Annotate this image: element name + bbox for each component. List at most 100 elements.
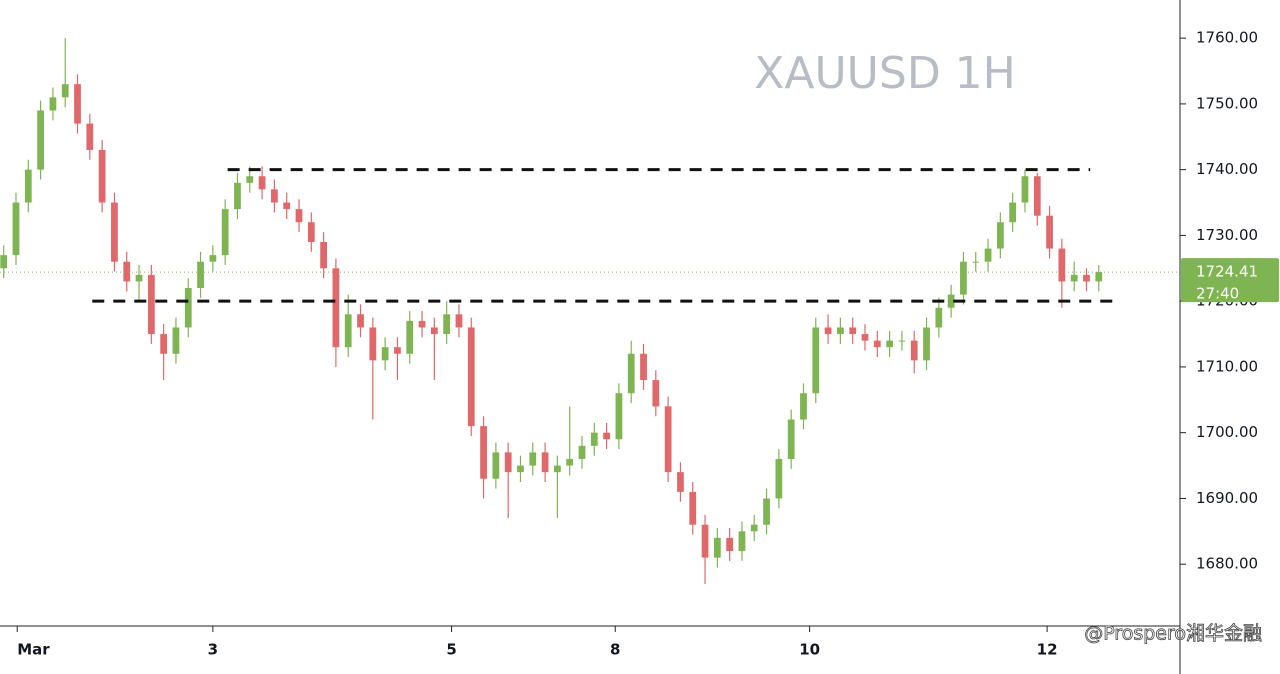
- candle-body: [1033, 176, 1041, 216]
- y-tick-label: 1730.00: [1196, 226, 1258, 244]
- y-tick-label: 1760.00: [1196, 29, 1258, 47]
- candle-body: [750, 524, 758, 532]
- candle-body: [381, 347, 389, 361]
- candle-body: [135, 274, 143, 282]
- candle-body: [332, 268, 340, 348]
- candle-body: [430, 327, 438, 335]
- candle-body: [677, 472, 684, 492]
- candle-body: [837, 327, 844, 335]
- x-tick-label: 8: [610, 641, 620, 659]
- candle-body: [320, 241, 327, 269]
- candle-body: [160, 334, 168, 354]
- candle-body: [996, 222, 1004, 249]
- last-price-box: [1181, 258, 1279, 303]
- candle-body: [886, 340, 893, 348]
- candle-body: [394, 347, 401, 354]
- candle-body: [787, 419, 795, 459]
- last-price-label: 1724.41: [1196, 263, 1258, 281]
- candle-body: [480, 426, 487, 479]
- candle-body: [1021, 176, 1029, 203]
- candle-body: [529, 452, 537, 466]
- candle-body: [615, 393, 623, 440]
- candle-body: [283, 202, 291, 210]
- candle-body: [443, 314, 451, 335]
- candle-body: [12, 202, 20, 256]
- candle-body: [701, 524, 709, 558]
- candle-body: [123, 261, 131, 282]
- candle-body: [1083, 274, 1090, 282]
- candle-body: [492, 452, 500, 479]
- candle-body: [172, 327, 180, 354]
- candle-body: [873, 340, 881, 348]
- candle-body: [640, 353, 647, 381]
- candle-body: [1009, 202, 1017, 223]
- candle-body: [590, 432, 598, 446]
- x-tick-label: 3: [208, 641, 218, 659]
- watermark: @Prospero湘华金融: [1084, 623, 1262, 645]
- candle-body: [541, 452, 549, 473]
- candle-body: [664, 406, 672, 473]
- candle-body: [775, 458, 783, 499]
- candle-body: [800, 393, 807, 420]
- candle-body: [504, 452, 512, 473]
- candle-body: [258, 176, 266, 190]
- y-tick-label: 1750.00: [1196, 94, 1258, 112]
- candle-body: [1046, 215, 1053, 249]
- candle-body: [209, 255, 217, 262]
- y-tick-label: 1690.00: [1196, 489, 1258, 507]
- candle-body: [578, 445, 586, 459]
- candle-body: [812, 327, 820, 394]
- candle-body: [98, 149, 106, 203]
- y-tick-label: 1740.00: [1196, 160, 1258, 178]
- candle-body: [221, 209, 229, 256]
- chart-title: XAUUSD 1H: [754, 48, 1016, 99]
- candle-body: [910, 340, 918, 361]
- candle-body: [923, 327, 930, 361]
- candle-body: [234, 182, 241, 210]
- candle-body: [763, 498, 770, 525]
- candle-body: [406, 320, 414, 354]
- candle-body: [689, 491, 697, 525]
- candle-body: [861, 334, 869, 341]
- candle-body: [455, 314, 463, 328]
- candle-body: [738, 531, 746, 552]
- candle-body: [1058, 248, 1066, 282]
- candle-body: [467, 327, 475, 427]
- candle-body: [369, 327, 377, 361]
- candle-body: [197, 261, 204, 289]
- candle-body: [147, 274, 155, 335]
- candle-body: [947, 294, 955, 308]
- candle-body: [517, 465, 524, 473]
- candle-body: [37, 110, 44, 170]
- x-tick-label: 5: [446, 641, 456, 659]
- candle-body: [726, 537, 734, 552]
- x-tick-label: 12: [1037, 641, 1058, 659]
- candle-body: [713, 537, 721, 558]
- candle-body: [652, 380, 660, 407]
- x-tick-label: Mar: [17, 641, 50, 659]
- candle-body: [418, 320, 426, 328]
- candle-body: [627, 353, 635, 394]
- y-tick-label: 1680.00: [1196, 555, 1258, 573]
- candle-body: [824, 327, 832, 335]
- candle-body: [344, 314, 352, 348]
- candle-body: [849, 327, 857, 335]
- candle-body: [554, 465, 561, 473]
- y-tick-label: 1710.00: [1196, 357, 1258, 375]
- y-tick-label: 1700.00: [1196, 423, 1258, 441]
- candle-body: [307, 222, 315, 242]
- candle-body: [935, 307, 943, 328]
- countdown-label: 27:40: [1196, 285, 1239, 303]
- candle-body: [74, 84, 81, 124]
- candle-body: [0, 255, 8, 269]
- candle-body: [1070, 274, 1078, 282]
- candle-body: [49, 97, 57, 111]
- candle-body: [86, 123, 94, 150]
- candle-body: [972, 261, 980, 263]
- candle-body: [984, 248, 992, 262]
- x-tick-label: 10: [799, 641, 820, 659]
- candle-body: [295, 209, 303, 223]
- candle-body: [24, 169, 32, 203]
